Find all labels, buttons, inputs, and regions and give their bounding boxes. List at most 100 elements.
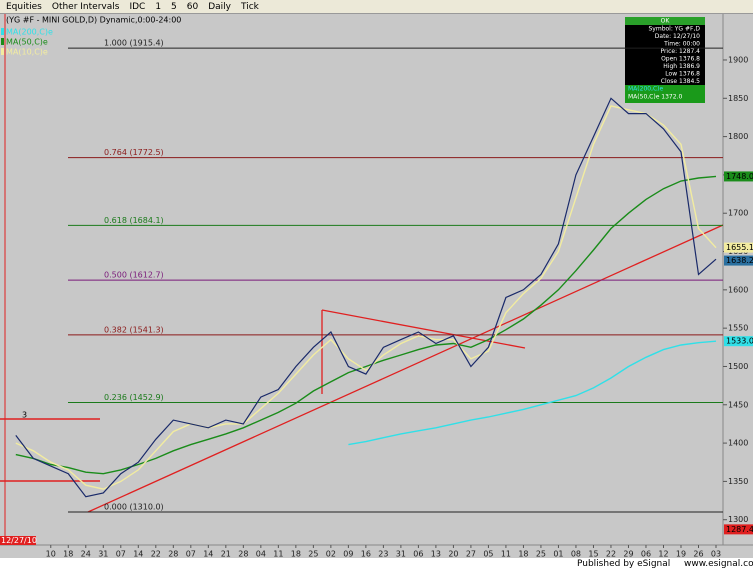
toolbar-item[interactable]: Other Intervals [51,1,120,12]
toolbar-item[interactable]: Daily [208,1,232,12]
y-tick-label: 1450 [728,400,748,409]
y-tick-label: 1350 [728,477,748,486]
info-row: Close 1384.5 [661,78,700,85]
toolbar-item[interactable]: Equities [6,1,42,12]
x-tick-label: 15 [588,550,598,559]
y-tick-label: 1550 [728,324,748,333]
legend-label: MA(50,C)e [6,38,48,47]
toolbar-item[interactable]: 1 [155,1,162,12]
toolbar-item[interactable]: 5 [171,1,177,12]
legend-label: MA(10,C)e [6,48,48,57]
y-tick-label: 1500 [728,362,748,371]
chart: (YG #F - MINI GOLD,D) Dynamic,0:00-24:00… [0,14,753,572]
x-tick-label: 07 [186,550,196,559]
x-tick-label: 22 [606,550,616,559]
x-tick-label: 05 [483,550,493,559]
fib-label: 0.236 (1452.9) [104,393,164,402]
x-tick-label: 31 [98,550,108,559]
x-tick-label: 11 [501,550,511,559]
x-tick-label: 02 [326,550,336,559]
price-tag [724,255,753,266]
toolbar-item[interactable]: 60 [186,1,199,12]
date-tag-bg [0,536,36,545]
legend-label: MA(200,C)e [6,28,53,37]
ma-line [15,105,717,490]
x-tick-label: 27 [466,550,476,559]
x-tick-label: 24 [81,550,91,559]
x-tick-label: 06 [641,550,651,559]
x-tick-label: 04 [256,550,266,559]
x-tick-label: 23 [378,550,388,559]
annotation: 3 [22,411,27,420]
info-row: Symbol: YG #F,D [648,26,700,33]
y-tick-label: 1700 [728,209,748,218]
x-tick-label: 06 [413,550,423,559]
fib-label: 0.618 (1684.1) [104,216,164,225]
x-tick-label: 29 [623,550,633,559]
info-row: Date: 12/27/10 [655,33,700,40]
x-tick-label: 14 [203,550,213,559]
info-ma-row: MA(50,C)e 1372.0 [628,94,682,101]
x-tick-label: 25 [308,550,318,559]
x-tick-label: 13 [431,550,441,559]
info-row: Time: 00:00 [663,41,700,48]
y-tick-label: 1300 [728,515,748,524]
x-tick-label: 19 [676,550,686,559]
x-tick-label: 20 [448,550,458,559]
chart-title: (YG #F - MINI GOLD,D) Dynamic,0:00-24:00 [6,16,181,25]
info-row: Low 1376.8 [665,71,700,78]
x-tick-label: 28 [238,550,248,559]
price-tag-label: 1638.2 [726,256,753,265]
price-tag [724,171,753,182]
y-tick-label: 1800 [728,132,748,141]
x-tick-label: 18 [63,550,73,559]
x-tick-label: 25 [536,550,546,559]
info-row: Open 1376.8 [661,56,700,63]
y-tick-label: 1400 [728,439,748,448]
info-row: High 1386.9 [663,63,700,70]
x-tick-label: 22 [151,550,161,559]
footer: Published by eSignal www.esignal.com [0,558,753,572]
x-tick-label: 11 [273,550,283,559]
toolbar-item[interactable]: Tick [241,1,259,12]
x-tick-label: 08 [571,550,581,559]
price-tag [724,242,753,253]
info-ma-row: MA(200,C)e [628,86,664,93]
x-tick-label: 18 [518,550,528,559]
x-tick-label: 28 [168,550,178,559]
toolbar: Equities Other Intervals IDC 1 5 60 Daily Tick [0,0,753,14]
x-tick-label: 10 [46,550,56,559]
fib-label: 1.000 (1915.4) [104,39,164,48]
x-tick-label: 26 [693,550,703,559]
info-header: OK [661,18,671,25]
x-tick-label: 14 [133,550,143,559]
x-tick-label: 09 [343,550,353,559]
y-tick-label: 1850 [728,94,748,103]
url: www.esignal.com [684,559,753,569]
x-tick-label: 03 [711,550,721,559]
trend-line [321,309,526,349]
trend-line [87,224,724,513]
fib-label: 0.500 (1612.7) [104,271,164,280]
price-tag-label: 1533.0 [726,337,753,346]
y-tick-label: 1600 [728,285,748,294]
date-tag: 12/27/10 [1,536,37,545]
legend-swatch [1,48,4,55]
info-row: Price: 1287.4 [660,48,700,55]
x-tick-label: 21 [221,550,231,559]
toolbar-item[interactable]: IDC [129,1,146,12]
legend-swatch [1,28,4,35]
publisher: Published by eSignal [577,559,671,569]
x-tick-label: 31 [396,550,406,559]
legend-swatch [1,38,4,45]
price-tag-label: 1655.1 [726,243,753,252]
x-tick-label: 16 [361,550,371,559]
price-tag [724,524,753,535]
x-tick-label: 01 [553,550,563,559]
x-tick-label: 07 [116,550,126,559]
ma-line [348,340,717,446]
price-line [15,97,717,498]
price-tag [724,336,753,347]
